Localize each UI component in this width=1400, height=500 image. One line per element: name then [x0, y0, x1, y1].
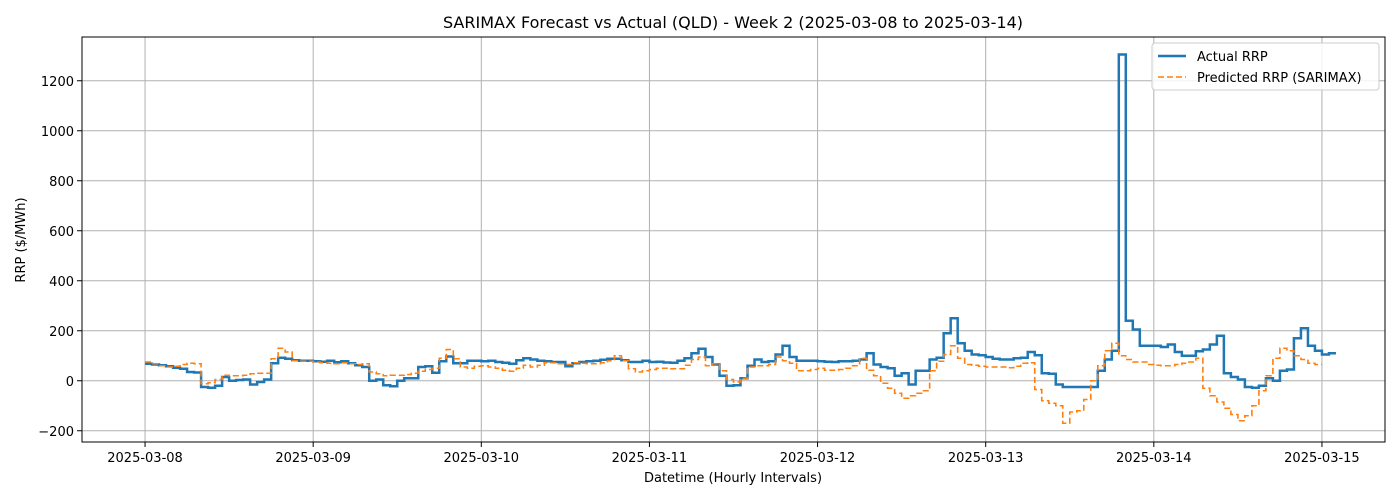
x-tick-label: 2025-03-11 — [612, 451, 688, 466]
x-tick-label: 2025-03-13 — [948, 451, 1024, 466]
plot-frame — [81, 36, 1386, 443]
x-tick-label: 2025-03-14 — [1116, 451, 1192, 466]
y-tick-label: 600 — [49, 225, 74, 240]
y-tick-label: 1000 — [41, 125, 74, 140]
y-axis-ticks: −200 0 200 400 600 800 1000 1200 — [38, 75, 82, 440]
x-axis-label: Datetime (Hourly Intervals) — [644, 471, 822, 486]
series-actual-rrp-line — [145, 53, 1336, 389]
x-tick-label: 2025-03-10 — [444, 451, 520, 466]
x-tick-label: 2025-03-09 — [275, 451, 351, 466]
legend: Actual RRP Predicted RRP (SARIMAX) — [1151, 42, 1380, 91]
x-tick-label: 2025-03-15 — [1284, 451, 1360, 466]
y-axis-label: RRP ($/MWh) — [14, 197, 29, 282]
y-tick-label: 200 — [49, 325, 74, 340]
plot-series-group — [145, 53, 1336, 425]
y-tick-label: −200 — [38, 425, 74, 440]
legend-label-predicted: Predicted RRP (SARIMAX) — [1197, 71, 1362, 86]
legend-box — [1151, 42, 1380, 91]
legend-label-actual: Actual RRP — [1197, 50, 1268, 65]
y-tick-label: 0 — [66, 375, 74, 390]
y-tick-label: 1200 — [41, 75, 74, 90]
x-axis-ticks: 2025-03-08 2025-03-09 2025-03-10 2025-03-11… — [107, 442, 1360, 466]
y-tick-label: 400 — [49, 275, 74, 290]
series-predicted-rrp-line — [145, 342, 1322, 425]
y-tick-label: 800 — [49, 175, 74, 190]
x-tick-label: 2025-03-12 — [780, 451, 856, 466]
x-tick-label: 2025-03-08 — [107, 451, 183, 466]
chart-title: SARIMAX Forecast vs Actual (QLD) - Week … — [443, 13, 1023, 32]
